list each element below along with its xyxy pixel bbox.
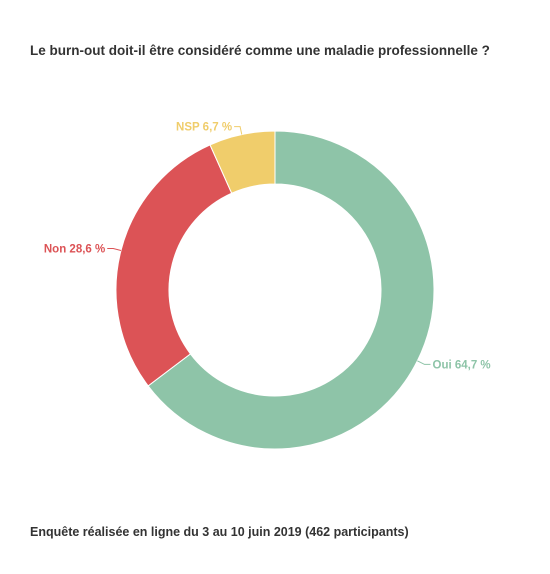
slice-nsp	[209, 130, 276, 194]
leader-line-nsp	[234, 126, 243, 135]
slice-non	[115, 144, 233, 387]
label-oui: Oui 64,7 %	[433, 359, 491, 371]
chart-footer: Enquête réalisée en ligne du 3 au 10 jui…	[30, 525, 409, 539]
chart-title: Le burn-out doit-il être considéré comme…	[30, 43, 490, 58]
leader-line-non	[107, 247, 122, 251]
label-nsp: NSP 6,7 %	[176, 122, 232, 134]
leader-line-oui	[417, 360, 431, 365]
slice-oui	[147, 130, 435, 450]
label-non: Non 28,6 %	[44, 243, 105, 255]
